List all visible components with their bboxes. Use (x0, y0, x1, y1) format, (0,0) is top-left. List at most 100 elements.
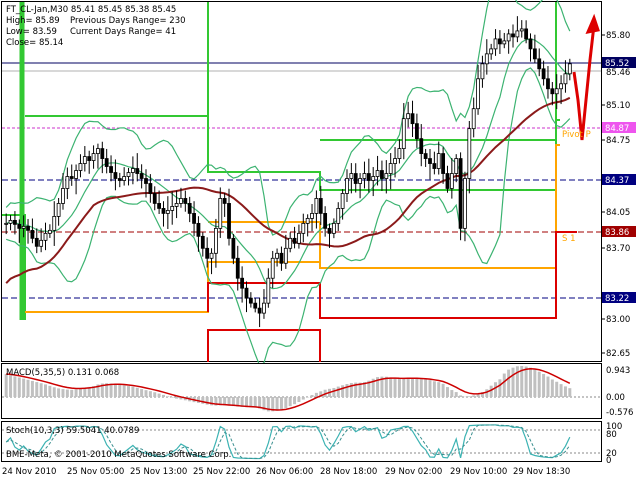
candle (484, 39, 489, 75)
resistance-lines (207, 231, 577, 362)
bb-middle (5, 38, 571, 290)
pivot-lines (2, 2, 560, 320)
macd-bar (332, 387, 336, 397)
candle (100, 141, 105, 174)
macd-bar (454, 392, 458, 397)
candle (567, 58, 572, 81)
macd-bar (170, 397, 174, 398)
stoch-main-line (5, 424, 571, 460)
macd-bar (144, 390, 148, 397)
macd-bar (113, 383, 117, 397)
candle (423, 148, 428, 167)
macd-bar (244, 397, 248, 408)
red-level-label: 83.86 (605, 228, 629, 238)
candle (200, 232, 205, 257)
candle (130, 156, 135, 185)
macd-bar (48, 385, 52, 397)
candle (528, 33, 533, 62)
macd-bar (428, 380, 432, 397)
candle (47, 224, 52, 238)
forecast-arrow (572, 13, 600, 141)
main-price-panel[interactable] (1, 1, 602, 362)
previous-range: Previous Days Range= 230 (70, 16, 186, 26)
macd-bar (568, 388, 572, 397)
macd-bar (384, 376, 388, 397)
macd-bar (249, 397, 253, 408)
macd-bar (214, 397, 218, 406)
candle (358, 173, 362, 199)
candle (305, 214, 310, 237)
stoch-axis: 100 80 20 0 (606, 422, 622, 466)
macd-bar (459, 395, 463, 397)
candle (458, 152, 463, 241)
macd-bar (406, 378, 410, 397)
candle (292, 226, 297, 249)
macd-bar (201, 397, 205, 404)
candle (13, 211, 17, 235)
candle (541, 60, 546, 86)
candle (428, 148, 432, 180)
candle (240, 266, 245, 303)
macd-bar (345, 384, 349, 397)
macd-bar (9, 375, 13, 397)
macd-bar (367, 380, 371, 397)
candle (78, 154, 83, 178)
macd-bar (35, 382, 39, 397)
candle (270, 250, 275, 289)
candle (467, 121, 472, 194)
candle (174, 190, 179, 219)
bid-price-secondary: 85.46 (606, 68, 630, 78)
candle (288, 232, 293, 253)
stochastic-oscillator (5, 424, 571, 460)
price-tick: 84.05 (606, 208, 630, 218)
candle (275, 248, 279, 267)
price-tick: 82.65 (606, 349, 630, 359)
candle (248, 292, 253, 308)
candle (375, 155, 380, 186)
price-tick: 84.75 (606, 136, 630, 146)
price-axis: 85.80 85.10 84.75 84.05 83.70 83.00 82.6… (601, 31, 636, 359)
macd-bar (528, 367, 532, 397)
candle (165, 196, 170, 229)
macd-bar (354, 382, 358, 397)
macd-bar (424, 379, 428, 397)
macd-bar (92, 386, 96, 397)
macd-bar (83, 387, 87, 397)
candle (323, 206, 328, 237)
moving-average (5, 96, 571, 284)
macd-bar (26, 379, 30, 397)
candle (345, 169, 349, 202)
candle (96, 143, 100, 169)
macd-bar (262, 397, 266, 411)
macd-bar (341, 385, 345, 397)
candle (209, 248, 214, 275)
ma-line (5, 96, 571, 284)
macd-bar (314, 392, 318, 397)
candle (139, 164, 144, 189)
macd-bar (44, 384, 48, 397)
macd-bar (140, 389, 144, 397)
stoch-panel[interactable] (1, 421, 602, 462)
candle (8, 215, 13, 231)
macd-bar (563, 386, 567, 397)
macd-bar (127, 386, 131, 397)
macd-bar (96, 384, 100, 397)
candle (135, 153, 140, 182)
current-range: Current Days Range= 41 (70, 27, 176, 37)
macd-bar (4, 374, 8, 397)
candle (515, 16, 520, 43)
macd-bar (266, 397, 270, 412)
candle (502, 32, 507, 49)
macd-bar (293, 397, 297, 405)
candle (489, 43, 494, 60)
candle (222, 192, 227, 217)
candlesticks (4, 16, 572, 328)
candle (148, 174, 153, 203)
candle (21, 215, 26, 238)
blue-level-label: 83.22 (605, 294, 629, 304)
macd-tick: 0.00 (606, 393, 625, 403)
macd-bar (498, 379, 502, 397)
candle (336, 202, 341, 232)
time-tick: 25 Nov 13:00 (130, 467, 187, 477)
